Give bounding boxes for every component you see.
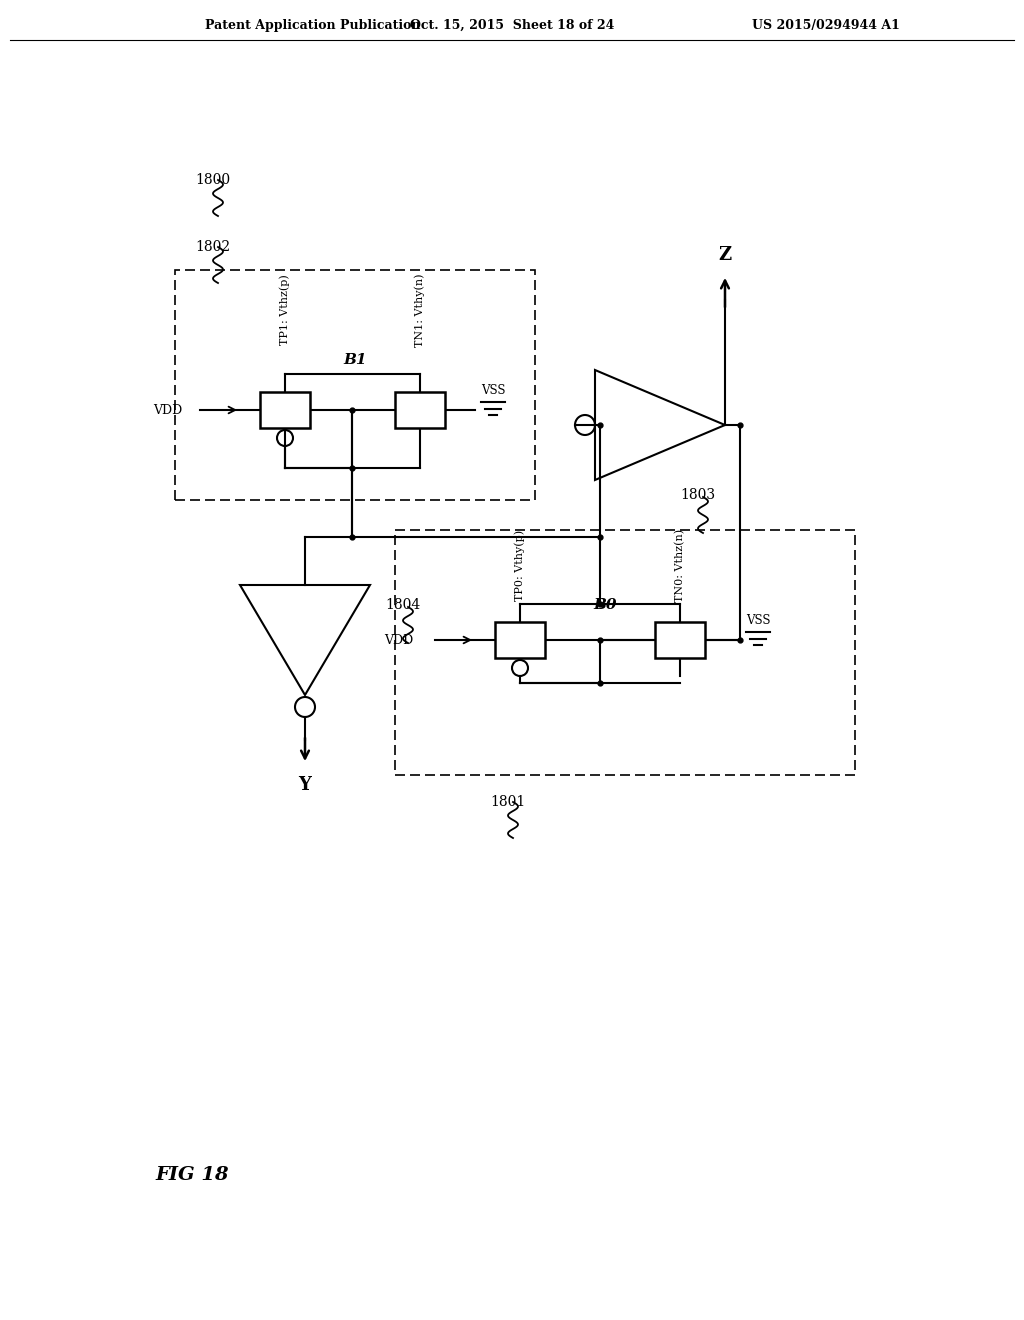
Bar — [260, 392, 310, 428]
Text: 1804: 1804 — [385, 598, 420, 612]
Bar — [395, 531, 855, 775]
Text: 1800: 1800 — [195, 173, 230, 187]
Text: B0: B0 — [593, 598, 616, 612]
Bar — [655, 622, 705, 657]
Text: VDD: VDD — [153, 404, 182, 417]
Text: VDD: VDD — [384, 634, 413, 647]
Text: VSS: VSS — [480, 384, 505, 396]
Text: Z: Z — [719, 246, 731, 264]
Text: VSS: VSS — [745, 614, 770, 627]
Text: TP0: Vthy(p): TP0: Vthy(p) — [515, 529, 525, 601]
Text: 1802: 1802 — [195, 240, 230, 253]
Bar — [175, 271, 535, 500]
Text: Oct. 15, 2015  Sheet 18 of 24: Oct. 15, 2015 Sheet 18 of 24 — [410, 18, 614, 32]
Text: TN1: Vthy(n): TN1: Vthy(n) — [415, 273, 425, 347]
Text: TP1: Vthz(p): TP1: Vthz(p) — [280, 275, 290, 346]
Text: 1803: 1803 — [680, 488, 715, 502]
Text: B1: B1 — [343, 352, 367, 367]
Bar — [495, 622, 545, 657]
Text: US 2015/0294944 A1: US 2015/0294944 A1 — [752, 18, 900, 32]
Text: TN0: Vthz(n): TN0: Vthz(n) — [675, 528, 685, 602]
Text: Patent Application Publication: Patent Application Publication — [205, 18, 421, 32]
Bar — [395, 392, 445, 428]
Text: Y: Y — [299, 776, 311, 795]
Text: 1801: 1801 — [490, 795, 525, 809]
Text: FIG 18: FIG 18 — [155, 1166, 228, 1184]
